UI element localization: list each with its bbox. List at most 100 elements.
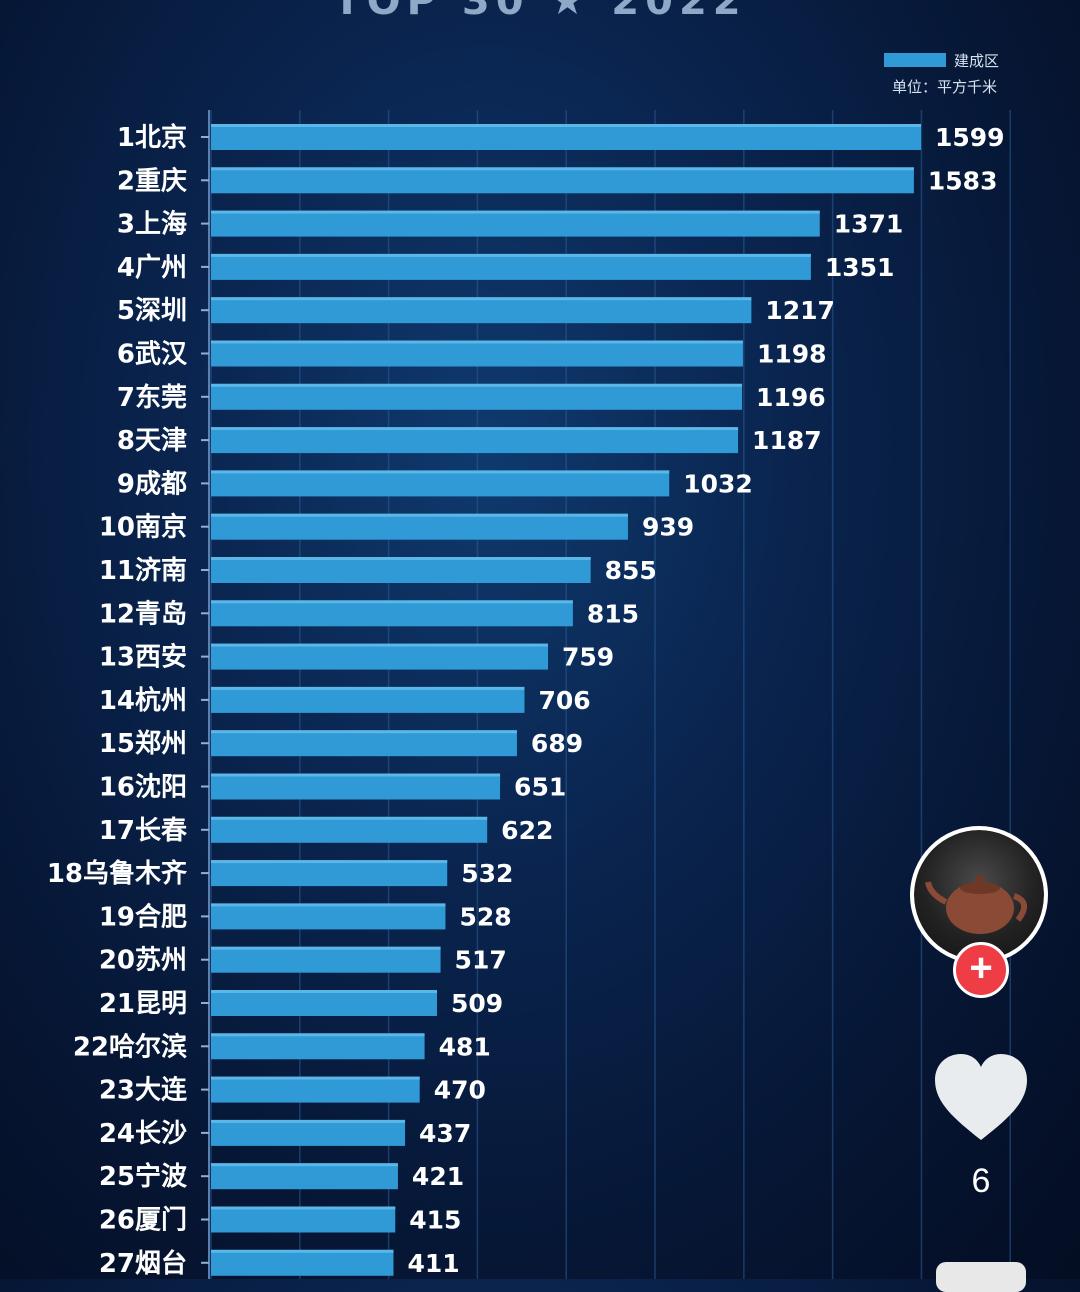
bar-highlight [211,990,438,993]
bar [211,167,914,194]
value-label: 421 [412,1162,464,1191]
bar-highlight [211,167,914,171]
category-label: 6武汉 [117,340,188,370]
bar [211,557,591,583]
bar-highlight [211,253,811,257]
bar [211,1119,406,1146]
bar-highlight [211,1033,425,1037]
category-label: 19合肥 [99,901,187,932]
unit-label: 单位：平方千米 [892,78,998,96]
category-label: 18乌鲁木齐 [47,858,188,889]
value-label: 815 [587,599,639,628]
bar-highlight [211,600,573,604]
bar [211,903,446,930]
value-label: 622 [501,816,553,845]
bar-highlight [211,124,921,127]
bar [211,1249,394,1276]
category-label: 11济南 [99,556,187,586]
bar [211,860,448,887]
value-label: 939 [642,513,694,542]
value-label: 509 [451,989,503,1018]
like-count: 6 [971,1162,991,1200]
bar [211,470,670,497]
category-label: 1北京 [117,122,187,153]
category-label: 15郑州 [99,729,187,759]
bar-highlight [211,210,820,214]
bar-highlight [211,1249,394,1253]
bar-highlight [211,773,501,777]
bar-highlight [211,470,670,474]
bar-highlight [211,1163,398,1167]
bar [211,643,549,670]
legend-item: 建成区 [884,50,999,70]
author-avatar[interactable] [910,826,1048,964]
value-label: 470 [434,1076,486,1105]
bar [211,730,517,757]
category-label: 13西安 [99,643,187,673]
follow-button[interactable]: + [953,942,1009,998]
bar-highlight [211,383,743,387]
category-label: 20苏州 [99,946,187,976]
bar-highlight [211,946,441,950]
value-label: 411 [407,1249,459,1278]
bar-highlight [211,1119,406,1123]
bar-highlight [211,730,517,734]
bar-highlight [211,816,488,820]
bar-highlight [211,860,448,864]
bar-highlight [211,513,628,517]
bar-highlight [211,1076,420,1080]
value-label: 689 [531,729,583,758]
value-label: 759 [562,643,614,672]
category-label: 14杭州 [99,685,187,716]
bar [211,1076,420,1103]
value-label: 1198 [757,340,827,369]
category-label: 24长沙 [99,1119,187,1149]
category-label: 7东莞 [117,382,187,413]
chart-legend: 建成区 单位：平方千米 [884,50,999,96]
category-label: 3上海 [117,210,187,240]
value-label: 1371 [834,210,904,239]
category-label: 10南京 [99,512,187,543]
value-label: 1196 [756,383,826,412]
bar [211,253,811,280]
bar [211,1163,398,1190]
value-label: 528 [459,902,511,931]
value-label: 517 [455,946,507,975]
legend-label: 建成区 [954,52,1000,70]
bar-highlight [211,643,549,647]
bar [211,340,743,367]
value-label: 1351 [825,253,895,282]
bar [211,1033,425,1060]
value-label: 437 [419,1119,471,1148]
category-label: 16沈阳 [99,773,187,803]
bar [211,297,752,324]
bar [211,773,501,800]
category-label: 25宁波 [99,1161,188,1192]
value-label: 532 [461,859,513,888]
category-label: 27烟台 [99,1248,187,1279]
bar-highlight [211,427,739,431]
value-label: 1583 [928,166,998,195]
value-label: 481 [439,1032,491,1061]
bar-highlight [211,557,591,560]
value-label: 651 [514,773,566,802]
bar [211,210,820,237]
bar-highlight [211,903,446,907]
comment-icon[interactable] [936,1262,1026,1292]
value-label: 1032 [683,469,753,498]
bar-highlight [211,1206,396,1210]
bar [211,1206,396,1233]
bar [211,990,438,1016]
value-label: 1217 [765,296,835,325]
value-label: 855 [605,556,657,585]
bar-highlight [211,297,752,301]
value-label: 1187 [752,426,822,455]
bar-highlight [211,340,743,344]
category-label: 26厦门 [99,1206,187,1236]
bar [211,383,743,410]
teapot-icon [925,875,1027,934]
heart-icon[interactable] [933,1052,1029,1144]
bar [211,427,739,454]
value-label: 1599 [935,123,1005,152]
